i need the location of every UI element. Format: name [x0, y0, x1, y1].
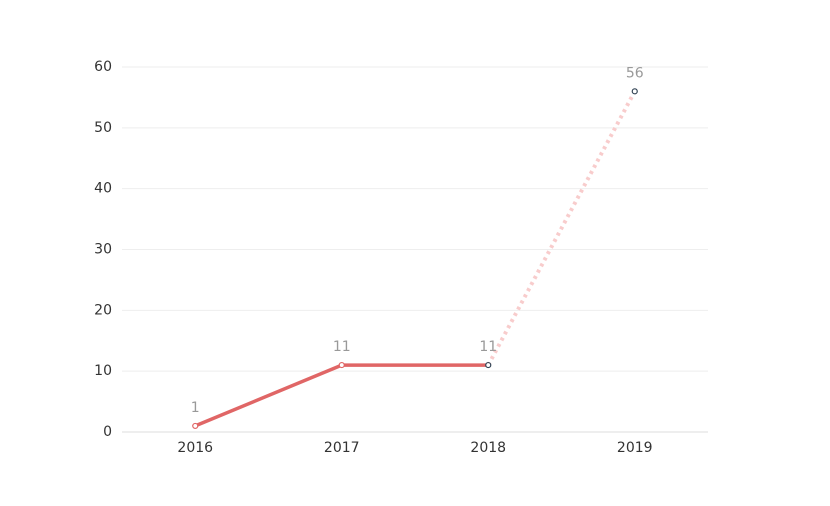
value-label: 11 [333, 339, 351, 355]
x-tick-label: 2019 [617, 440, 653, 456]
y-tick-label: 30 [94, 242, 112, 258]
point [485, 361, 492, 369]
projected-line [486, 90, 637, 367]
point [192, 422, 199, 430]
y-tick-label: 40 [94, 181, 112, 197]
y-tick-label: 20 [94, 302, 112, 318]
point [338, 361, 345, 369]
value-label: 11 [479, 339, 497, 355]
x-tick-label: 2018 [470, 440, 506, 456]
y-tick-label: 10 [94, 363, 112, 379]
y-tick-label: 60 [94, 59, 112, 75]
y-tick-label: 50 [94, 120, 112, 136]
x-tick-label: 2017 [324, 440, 360, 456]
value-label: 56 [626, 65, 644, 81]
x-tick-label: 2016 [177, 440, 213, 456]
point [631, 88, 638, 95]
value-label: 1 [191, 400, 200, 416]
y-tick-label: 0 [103, 424, 112, 440]
line [193, 363, 490, 428]
